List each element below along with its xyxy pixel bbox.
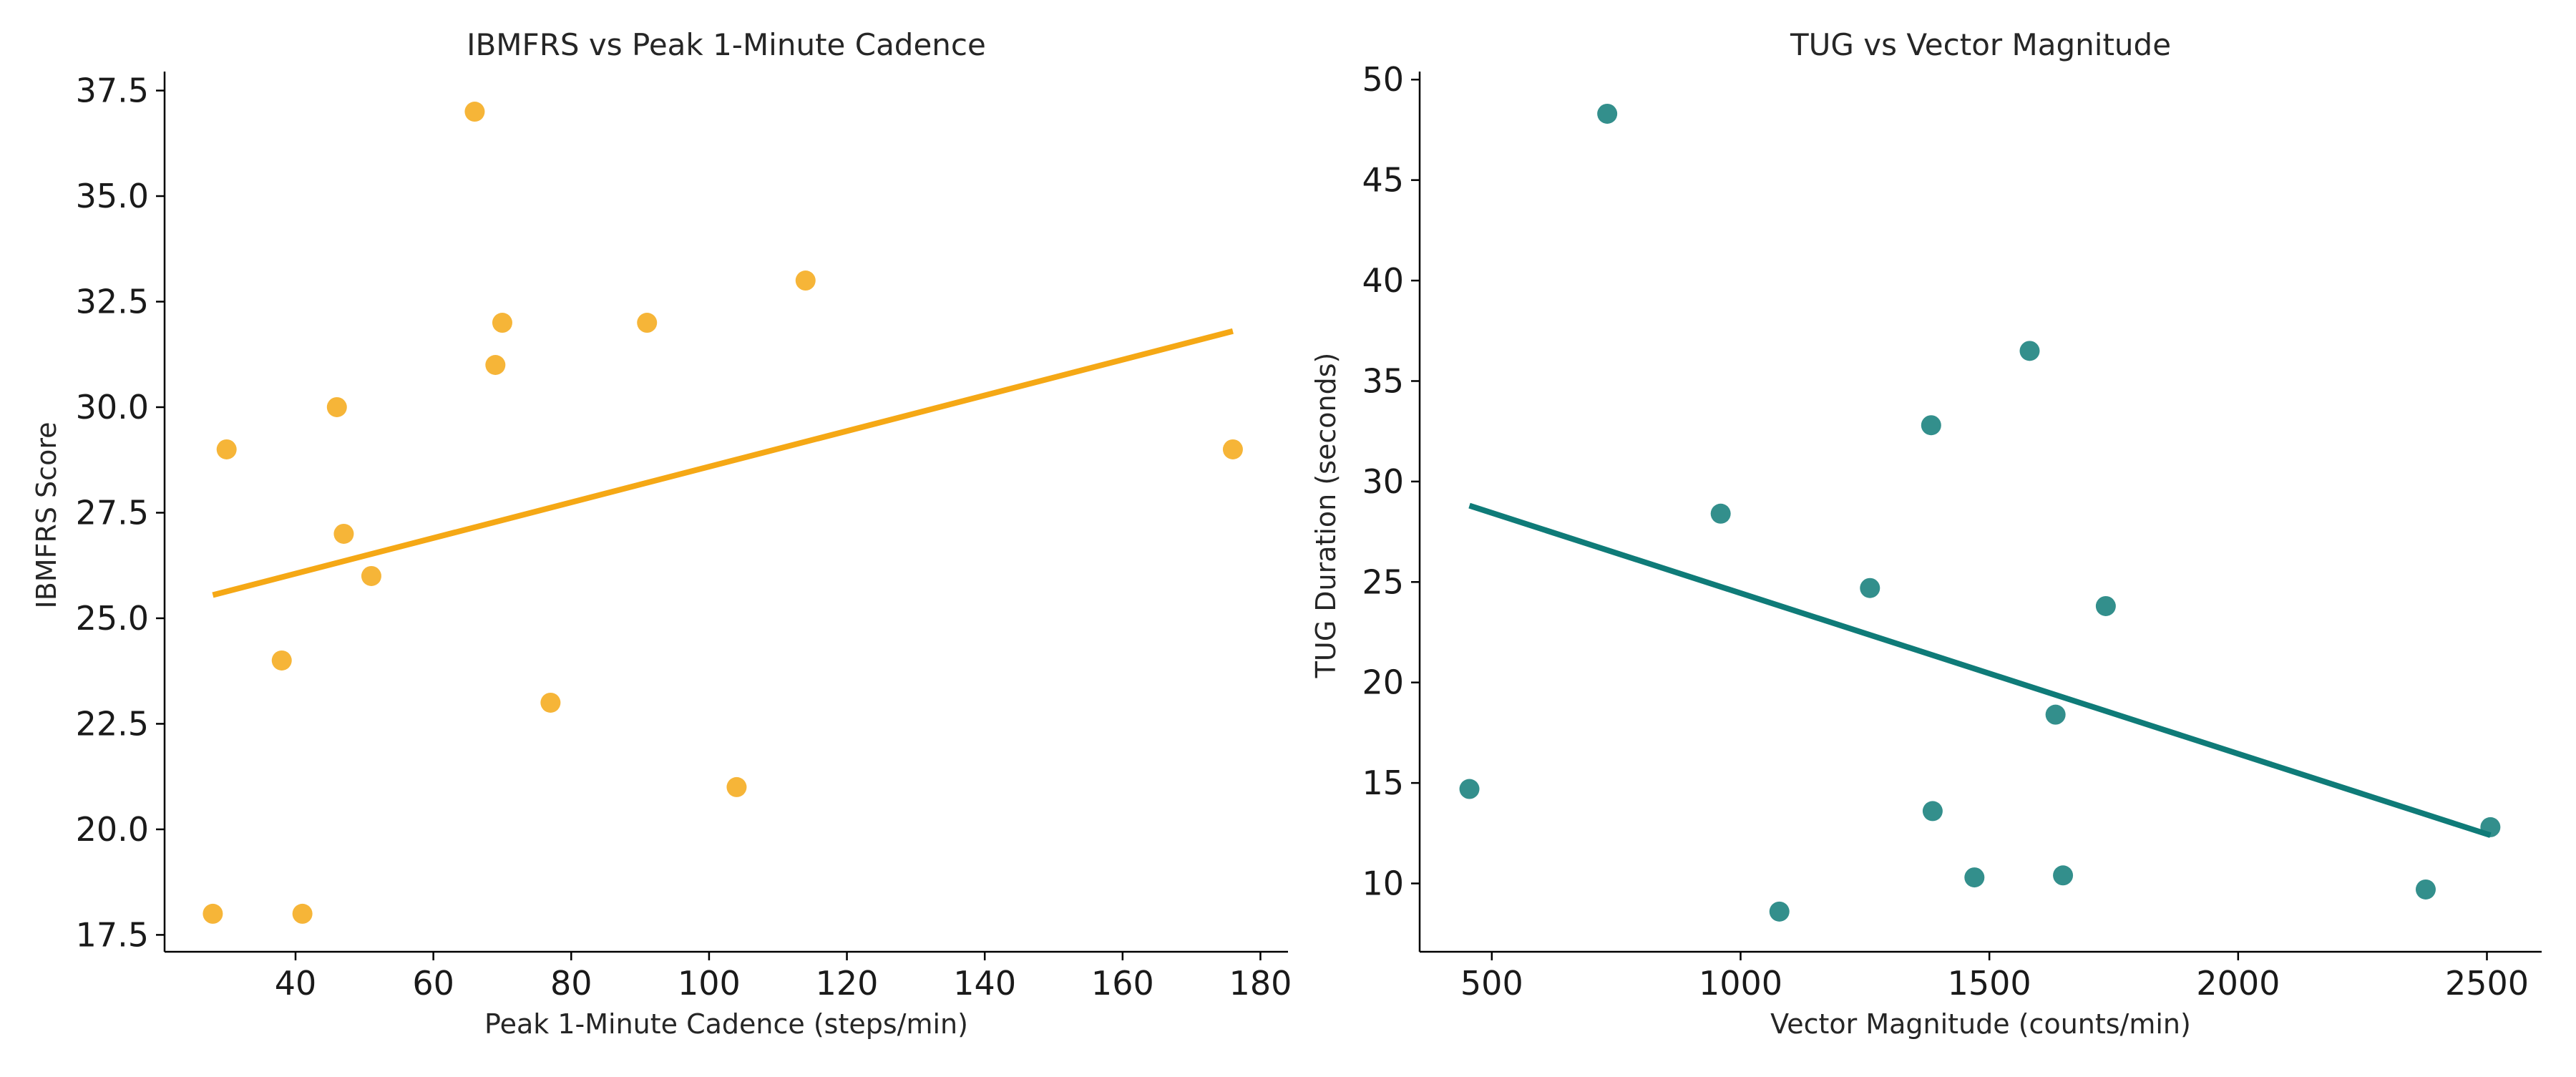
y-tick-label: 25 — [1362, 562, 1404, 601]
panel-ibmfrs-vs-cadence: IBMFRS vs Peak 1-Minute Cadence Peak 1-M… — [31, 27, 1292, 1040]
data-point — [2095, 595, 2116, 616]
y-tick-label: 10 — [1362, 864, 1404, 903]
data-point — [637, 313, 658, 333]
data-point — [464, 102, 485, 122]
data-point — [203, 903, 223, 924]
data-point — [795, 271, 816, 291]
x-tick-label: 140 — [953, 964, 1016, 1003]
data-point — [1597, 103, 1618, 124]
y-tick-label: 22.5 — [76, 704, 149, 743]
data-point — [2415, 879, 2436, 900]
data-point — [1921, 415, 1941, 436]
data-point — [1222, 439, 1243, 459]
plot-area: 500 1000 1500 2000 2500 10 15 20 25 30 35 40 45 50 — [1362, 60, 2542, 1003]
trend-line — [212, 328, 1234, 598]
x-tick-label: 1000 — [1699, 964, 1782, 1003]
x-tick-label: 1500 — [1948, 964, 2031, 1003]
x-tick-label: 180 — [1229, 964, 1292, 1003]
data-point — [1769, 901, 1790, 922]
plot-area: 40 60 80 100 120 140 160 180 17.5 20.0 22.5 25.0 27.… — [76, 72, 1292, 1003]
x-tick-label: 500 — [1460, 964, 1523, 1003]
y-tick-label: 20.0 — [76, 810, 149, 849]
x-tick-label: 2000 — [2196, 964, 2280, 1003]
x-tick-label: 160 — [1091, 964, 1154, 1003]
y-tick-label: 35.0 — [76, 177, 149, 215]
y-tick-label: 20 — [1362, 663, 1404, 702]
y-tick-label: 17.5 — [76, 915, 149, 954]
y-tick-label: 32.5 — [76, 283, 149, 321]
y-tick-label: 45 — [1362, 161, 1404, 200]
x-axis-label: Peak 1-Minute Cadence (steps/min) — [484, 1008, 968, 1040]
data-point — [216, 439, 237, 459]
y-tick-label: 40 — [1362, 261, 1404, 300]
data-point — [333, 523, 354, 544]
y-tick-label: 50 — [1362, 60, 1404, 99]
data-point — [2053, 865, 2074, 886]
data-point — [540, 692, 561, 713]
data-point — [1710, 503, 1731, 524]
data-point — [1922, 801, 1943, 822]
y-tick-label: 25.0 — [76, 599, 149, 638]
chart-title: TUG vs Vector Magnitude — [1790, 27, 2171, 62]
data-point — [292, 903, 313, 924]
data-point — [2045, 704, 2066, 725]
y-tick-label: 27.5 — [76, 493, 149, 532]
y-axis-label: TUG Duration (seconds) — [1310, 353, 1342, 679]
y-tick-label: 30 — [1362, 462, 1404, 501]
x-tick-label: 120 — [816, 964, 879, 1003]
y-tick-label: 35 — [1362, 361, 1404, 400]
x-tick-label: 60 — [412, 964, 454, 1003]
data-point — [492, 313, 512, 333]
x-tick-label: 100 — [678, 964, 741, 1003]
data-point — [271, 650, 292, 671]
data-point — [1860, 578, 1880, 598]
data-point — [361, 565, 381, 586]
x-tick-label: 40 — [275, 964, 317, 1003]
chart-title: IBMFRS vs Peak 1-Minute Cadence — [467, 27, 986, 62]
y-tick-label: 15 — [1362, 764, 1404, 802]
data-point — [2019, 341, 2040, 361]
data-point — [1459, 779, 1480, 799]
data-point — [326, 396, 347, 417]
x-axis-label: Vector Magnitude (counts/min) — [1770, 1008, 2191, 1040]
y-tick-label: 30.0 — [76, 388, 149, 427]
data-point — [726, 776, 747, 797]
data-point — [485, 355, 506, 375]
x-tick-label: 2500 — [2445, 964, 2529, 1003]
data-point — [1964, 867, 1985, 888]
x-tick-label: 80 — [550, 964, 592, 1003]
y-tick-label: 37.5 — [76, 72, 149, 110]
y-axis-label: IBMFRS Score — [31, 422, 62, 609]
panel-tug-vs-vector-magnitude: TUG vs Vector Magnitude Vector Magnitude… — [1310, 27, 2542, 1040]
trend-line — [1468, 502, 2492, 838]
data-point — [2480, 817, 2501, 837]
